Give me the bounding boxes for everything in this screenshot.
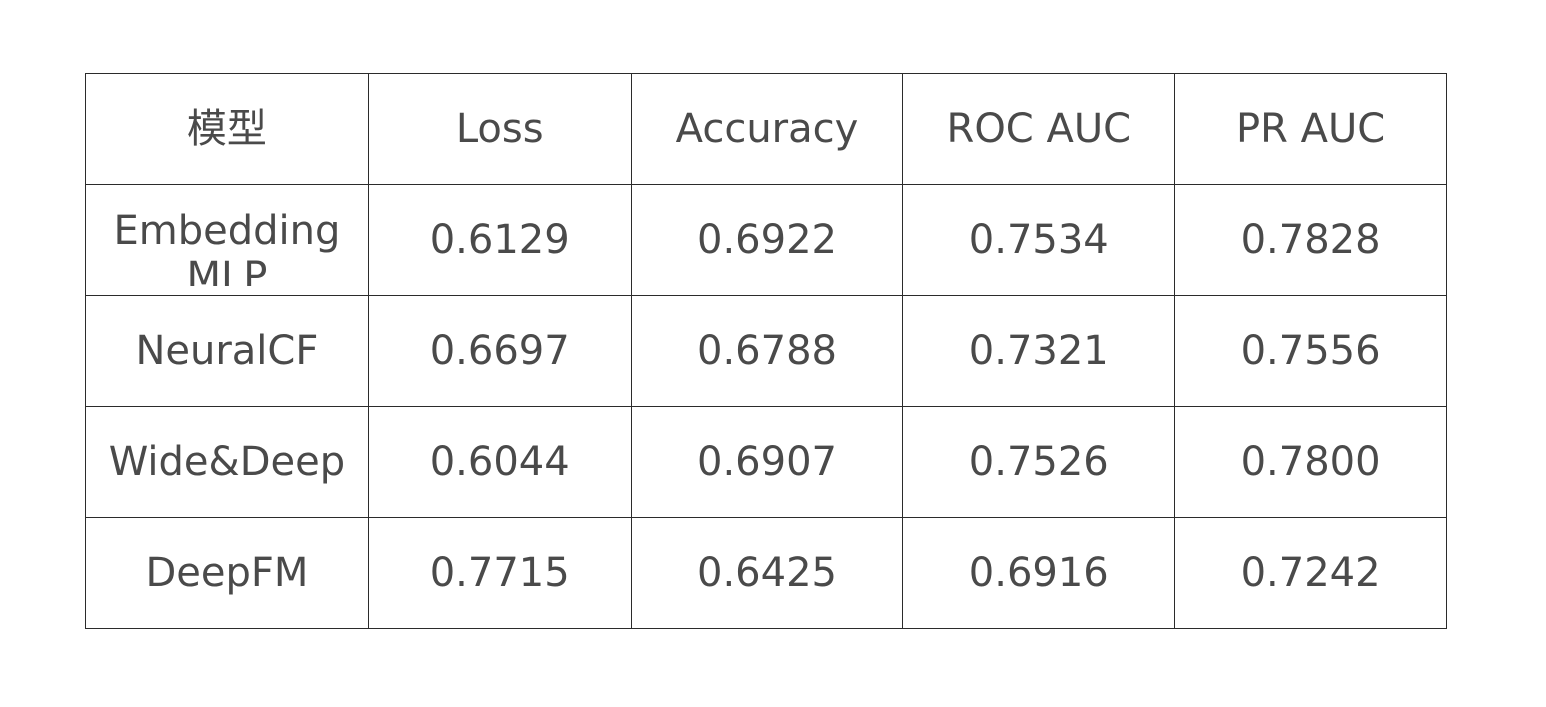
header-cell-pr-auc: PR AUC: [1174, 73, 1447, 185]
roc-auc-cell: 0.7321: [902, 295, 1176, 407]
model-cell: Embedding MLP: [85, 184, 369, 296]
model-cell: Wide&Deep: [85, 406, 369, 518]
loss-cell: 0.6697: [367, 295, 632, 407]
header-cell-loss: Loss: [367, 73, 632, 185]
model-cell: DeepFM: [85, 517, 369, 629]
table-row: DeepFM 0.7715 0.6425 0.6916 0.7242: [85, 517, 1447, 629]
header-cell-model: 模型: [85, 73, 369, 185]
header-cell-roc-auc: ROC AUC: [902, 73, 1176, 185]
table-row: NeuralCF 0.6697 0.6788 0.7321 0.7556: [85, 295, 1447, 407]
accuracy-cell: 0.6788: [630, 295, 904, 407]
table-row: Wide&Deep 0.6044 0.6907 0.7526 0.7800: [85, 406, 1447, 518]
loss-cell: 0.6044: [367, 406, 632, 518]
pr-auc-cell: 0.7800: [1174, 406, 1447, 518]
header-cell-accuracy: Accuracy: [630, 73, 904, 185]
accuracy-cell: 0.6425: [630, 517, 904, 629]
roc-auc-cell: 0.7526: [902, 406, 1176, 518]
loss-cell: 0.6129: [367, 184, 632, 296]
table-row: Embedding MLP 0.6129 0.6922 0.7534 0.782…: [85, 184, 1447, 296]
results-table: 模型 Loss Accuracy ROC AUC PR AUC Embeddin…: [85, 73, 1447, 629]
accuracy-cell: 0.6907: [630, 406, 904, 518]
pr-auc-cell: 0.7242: [1174, 517, 1447, 629]
model-cell: NeuralCF: [85, 295, 369, 407]
roc-auc-cell: 0.6916: [902, 517, 1176, 629]
roc-auc-cell: 0.7534: [902, 184, 1176, 296]
loss-cell: 0.7715: [367, 517, 632, 629]
pr-auc-cell: 0.7828: [1174, 184, 1447, 296]
header-row: 模型 Loss Accuracy ROC AUC PR AUC: [85, 73, 1447, 185]
model-name: Embedding MLP: [113, 208, 341, 286]
pr-auc-cell: 0.7556: [1174, 295, 1447, 407]
accuracy-cell: 0.6922: [630, 184, 904, 296]
